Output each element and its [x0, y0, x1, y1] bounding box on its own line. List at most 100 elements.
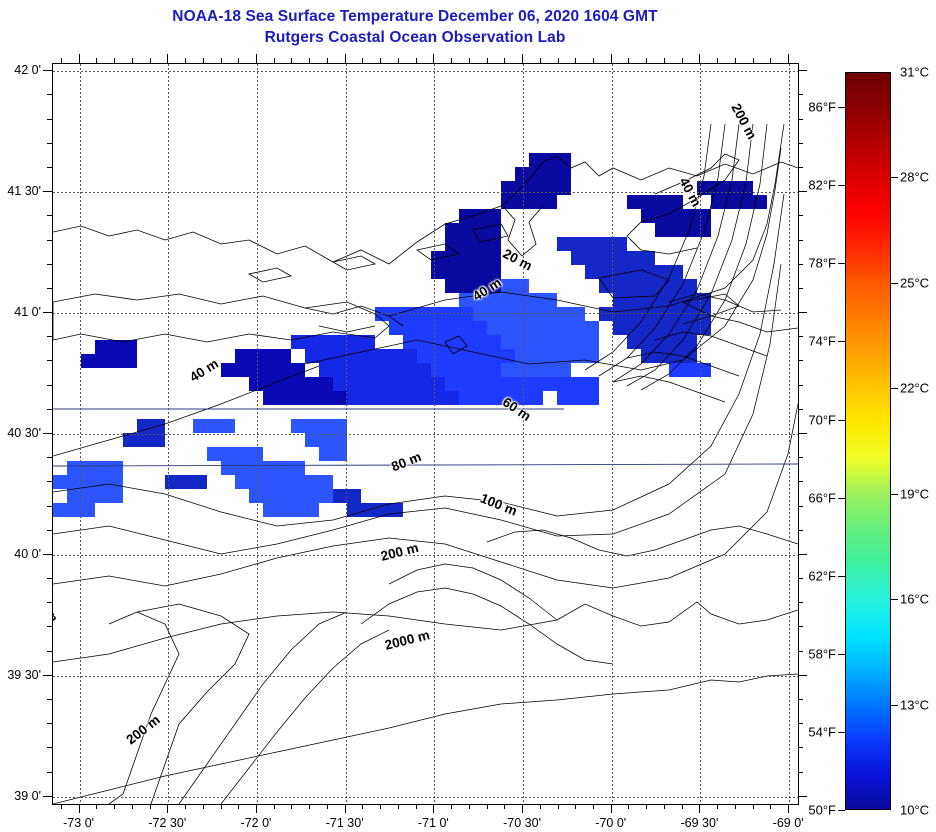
axis-tick-minor [362, 804, 364, 809]
axis-tick-minor [798, 602, 803, 604]
axis-tick-minor [798, 747, 803, 749]
axis-tick-minor [47, 336, 52, 338]
y-axis-tick-label: 39 0' [14, 788, 41, 803]
axis-tick-minor [717, 58, 719, 63]
axis-tick-minor [663, 804, 665, 809]
axis-tick-minor [681, 804, 683, 809]
axis-tick-minor [149, 58, 151, 63]
y-axis-tick-label: 42 0' [14, 63, 41, 78]
x-axis-tick-label: -71 30' [325, 816, 364, 830]
colorbar-tick-fahrenheit [838, 263, 845, 265]
gridline-horizontal [53, 434, 798, 435]
axis-tick-minor [202, 804, 204, 809]
axis-tick-major [43, 795, 52, 797]
axis-tick-minor [47, 263, 52, 265]
axis-tick-major [43, 433, 52, 434]
colorbar-label-celsius: 19°C [900, 486, 930, 502]
colorbar-tick-celsius [891, 177, 898, 179]
axis-tick-minor [798, 142, 803, 144]
axis-tick-minor [326, 804, 328, 809]
axis-tick-minor [47, 481, 52, 483]
axis-tick-minor [47, 505, 52, 507]
axis-tick-minor [185, 58, 187, 63]
y-axis-tick-label: 39 30' [7, 667, 41, 682]
colorbar-tick-celsius [891, 704, 898, 706]
y-axis-tick-label: 40 0' [14, 546, 41, 561]
gridline-horizontal [53, 796, 798, 798]
axis-tick-minor [798, 529, 803, 531]
gridline-horizontal [53, 675, 798, 677]
colorbar-label-celsius: 16°C [900, 591, 930, 607]
axis-tick-minor [486, 804, 488, 809]
axis-tick-minor [734, 804, 736, 809]
axis-tick-major [798, 433, 807, 434]
axis-tick-major [255, 54, 257, 63]
axis-tick-minor [47, 118, 52, 120]
gridline-horizontal [53, 192, 798, 194]
colorbar-label-celsius: 13°C [900, 697, 930, 713]
axis-tick-minor [628, 804, 630, 809]
colorbar-tick-fahrenheit [838, 653, 845, 655]
x-axis-tick-label: -70 0' [595, 816, 627, 830]
colorbar-label-fahrenheit: 78°F [808, 255, 836, 271]
axis-tick-minor [47, 239, 52, 241]
axis-tick-minor [752, 58, 754, 63]
colorbar-label-celsius: 10°C [900, 802, 930, 818]
colorbar-tick-fahrenheit [838, 810, 845, 811]
x-axis-tick-label: -69 30' [680, 816, 719, 830]
axis-tick-minor [309, 804, 311, 809]
axis-tick-minor [798, 263, 803, 265]
colorbar-label-fahrenheit: 70°F [808, 412, 836, 428]
axis-tick-minor [798, 699, 803, 700]
axis-tick-major [610, 54, 612, 63]
axis-tick-minor [185, 804, 187, 809]
axis-tick-major [433, 804, 435, 813]
gridline-horizontal [53, 554, 798, 556]
axis-tick-major [699, 804, 701, 813]
map-graphics [53, 123, 798, 804]
axis-tick-major [699, 54, 701, 63]
axis-tick-minor [798, 578, 803, 580]
colorbar-tick-fahrenheit [838, 107, 845, 109]
axis-tick-minor [798, 287, 803, 289]
axis-tick-major [522, 54, 524, 63]
axis-tick-minor [717, 804, 719, 809]
axis-tick-minor [575, 804, 577, 809]
axis-tick-minor [220, 58, 222, 63]
colorbar-label-fahrenheit: 82°F [808, 177, 836, 193]
axis-tick-minor [646, 58, 648, 63]
colorbar-label-fahrenheit: 66°F [808, 490, 836, 506]
chart-title-block: NOAA-18 Sea Surface Temperature December… [0, 6, 830, 48]
axis-tick-minor [557, 58, 559, 63]
axis-tick-minor [734, 58, 736, 63]
gridline-horizontal [53, 71, 798, 73]
colorbar-tick-fahrenheit [838, 575, 845, 577]
survey-line-layer [53, 408, 798, 467]
colorbar-gradient [845, 72, 891, 810]
axis-tick-minor [504, 58, 506, 63]
axis-tick-major [788, 804, 790, 813]
axis-tick-minor [798, 505, 803, 507]
axis-tick-minor [798, 94, 803, 96]
axis-tick-minor [273, 804, 275, 809]
coastline-layer [53, 153, 798, 804]
axis-tick-minor [47, 771, 52, 773]
page-subtitle: Rutgers Coastal Ocean Observation Lab [264, 29, 566, 46]
axis-tick-minor [131, 804, 133, 809]
axis-tick-major [522, 804, 524, 813]
sst-data-layer [53, 153, 767, 517]
axis-tick-minor [798, 336, 803, 338]
axis-tick-minor [798, 723, 803, 725]
axis-tick-minor [47, 578, 52, 580]
axis-tick-minor [47, 723, 52, 725]
axis-tick-minor [238, 804, 240, 809]
axis-tick-minor [798, 771, 803, 773]
axis-tick-minor [415, 804, 417, 809]
axis-tick-minor [681, 58, 683, 63]
colorbar-label-celsius: 31°C [900, 64, 930, 80]
axis-tick-minor [451, 58, 453, 63]
y-axis-tick-label: 41 0' [14, 305, 41, 320]
colorbar[interactable]: 31°C 28°C 25°C 22°C 19°C 16°C 13°C 10°C 86°F 82°F… [808, 65, 929, 818]
